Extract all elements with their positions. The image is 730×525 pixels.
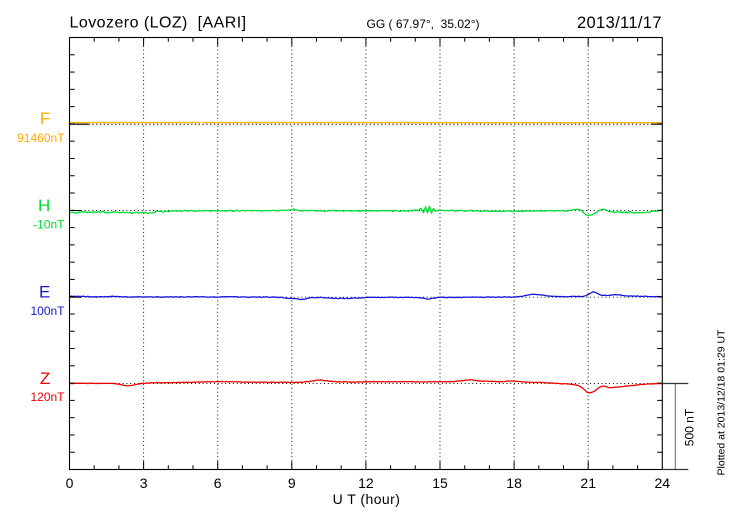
svg-text:9: 9	[288, 475, 296, 491]
svg-text:H: H	[38, 196, 50, 215]
svg-text:3: 3	[140, 475, 148, 491]
svg-text:15: 15	[432, 475, 448, 491]
svg-text:U T (hour): U T (hour)	[333, 491, 401, 507]
svg-text:Z: Z	[40, 369, 50, 388]
svg-text:0: 0	[66, 475, 74, 491]
svg-text:21: 21	[580, 475, 596, 491]
svg-text:F: F	[40, 109, 50, 128]
svg-text:E: E	[39, 283, 50, 302]
svg-text:6: 6	[214, 475, 222, 491]
svg-text:100nT: 100nT	[30, 304, 65, 318]
svg-text:Plotted at 2013/12/18 01:29 UT: Plotted at 2013/12/18 01:29 UT	[716, 329, 728, 476]
svg-text:GG ( 67.97°, 35.02°): GG ( 67.97°, 35.02°)	[367, 17, 480, 31]
svg-text:24: 24	[655, 475, 671, 491]
svg-text:Lovozero (LOZ) [AARI]: Lovozero (LOZ) [AARI]	[70, 14, 247, 31]
svg-text:91460nT: 91460nT	[17, 131, 65, 145]
svg-text:-10nT: -10nT	[33, 217, 65, 231]
svg-text:120nT: 120nT	[30, 390, 65, 404]
svg-text:12: 12	[358, 475, 374, 491]
svg-text:18: 18	[506, 475, 522, 491]
svg-text:2013/11/17: 2013/11/17	[577, 14, 662, 32]
svg-text:500 nT: 500 nT	[683, 408, 697, 446]
